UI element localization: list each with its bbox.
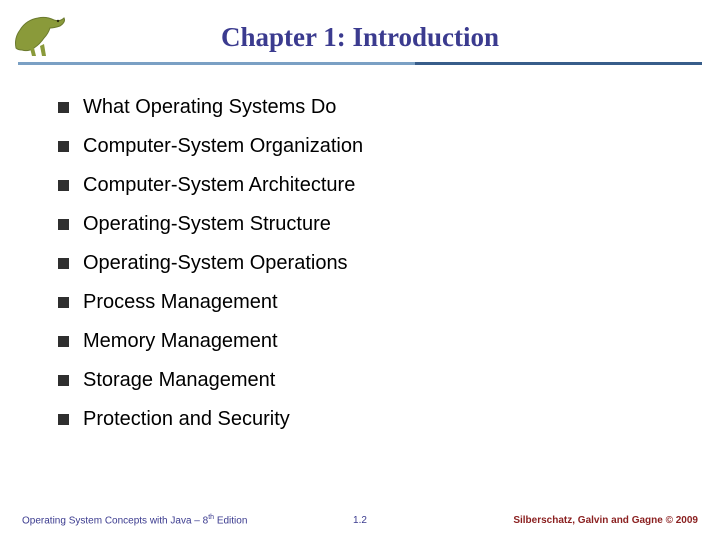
square-bullet-icon	[58, 258, 69, 269]
list-item-text: Computer-System Organization	[83, 135, 363, 158]
list-item-text: Computer-System Architecture	[83, 174, 355, 197]
list-item: Storage Management	[58, 369, 680, 392]
list-item: Protection and Security	[58, 408, 680, 431]
list-item: What Operating Systems Do	[58, 96, 680, 119]
list-item: Operating-System Structure	[58, 213, 680, 236]
bullet-list: What Operating Systems Do Computer-System…	[58, 96, 680, 447]
footer-left-suffix: Edition	[214, 515, 247, 526]
list-item-text: Protection and Security	[83, 408, 290, 431]
square-bullet-icon	[58, 141, 69, 152]
footer-left-prefix: Operating System Concepts with Java – 8	[22, 515, 208, 526]
square-bullet-icon	[58, 336, 69, 347]
slide: Chapter 1: Introduction What Operating S…	[0, 0, 720, 540]
dinosaur-logo-icon	[10, 8, 70, 58]
list-item-text: Storage Management	[83, 369, 275, 392]
list-item-text: What Operating Systems Do	[83, 96, 336, 119]
slide-header: Chapter 1: Introduction	[0, 0, 720, 70]
footer-page-number: 1.2	[353, 515, 367, 526]
list-item: Computer-System Architecture	[58, 174, 680, 197]
slide-footer: Operating System Concepts with Java – 8t…	[0, 514, 720, 526]
square-bullet-icon	[58, 297, 69, 308]
list-item-text: Memory Management	[83, 330, 278, 353]
list-item-text: Process Management	[83, 291, 278, 314]
footer-copyright: Silberschatz, Galvin and Gagne © 2009	[513, 515, 698, 526]
list-item: Operating-System Operations	[58, 252, 680, 275]
square-bullet-icon	[58, 102, 69, 113]
slide-title: Chapter 1: Introduction	[0, 0, 720, 53]
square-bullet-icon	[58, 219, 69, 230]
title-rule	[18, 62, 702, 65]
square-bullet-icon	[58, 414, 69, 425]
title-rule-inner	[18, 62, 415, 65]
list-item: Computer-System Organization	[58, 135, 680, 158]
list-item: Memory Management	[58, 330, 680, 353]
list-item-text: Operating-System Operations	[83, 252, 348, 275]
list-item-text: Operating-System Structure	[83, 213, 331, 236]
square-bullet-icon	[58, 180, 69, 191]
list-item: Process Management	[58, 291, 680, 314]
footer-left: Operating System Concepts with Java – 8t…	[22, 514, 247, 526]
square-bullet-icon	[58, 375, 69, 386]
